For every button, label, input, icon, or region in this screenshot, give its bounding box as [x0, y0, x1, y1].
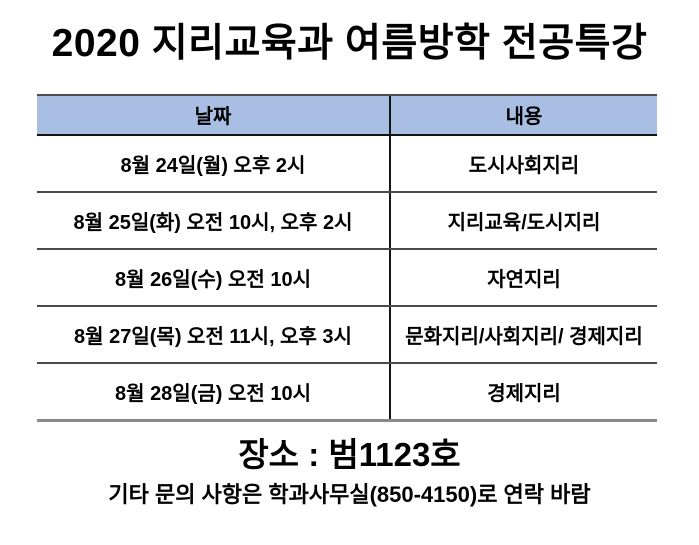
date-cell: 8월 28일(금) 오전 10시 — [37, 362, 390, 422]
table-row: 8월 26일(수) 오전 10시 자연지리 — [37, 248, 657, 307]
page-title: 2020 지리교육과 여름방학 전공특강 — [51, 22, 648, 65]
content-cell: 문화지리/사회지리/ 경제지리 — [389, 305, 657, 364]
table-header-row: 날짜 내용 — [37, 93, 657, 136]
table-row: 8월 27일(목) 오전 11시, 오후 3시 문화지리/사회지리/ 경제지리 — [37, 305, 657, 364]
schedule-table: 날짜 내용 8월 24일(월) 오후 2시 도시사회지리 8월 25일(화) 오… — [37, 93, 657, 422]
table-row: 8월 28일(금) 오전 10시 경제지리 — [37, 362, 657, 422]
table-row: 8월 24일(월) 오후 2시 도시사회지리 — [37, 134, 657, 193]
table-row: 8월 25일(화) 오전 10시, 오후 2시 지리교육/도시지리 — [37, 191, 657, 250]
content-cell: 지리교육/도시지리 — [389, 191, 657, 250]
content-cell: 자연지리 — [389, 248, 657, 307]
content-cell: 도시사회지리 — [389, 134, 657, 193]
date-cell: 8월 26일(수) 오전 10시 — [37, 248, 390, 307]
date-cell: 8월 24일(월) 오후 2시 — [37, 134, 390, 193]
content-cell: 경제지리 — [389, 362, 657, 422]
location-text: 장소 : 범1123호 — [238, 435, 461, 473]
column-header-date: 날짜 — [37, 93, 390, 136]
date-cell: 8월 25일(화) 오전 10시, 오후 2시 — [37, 191, 390, 250]
date-cell: 8월 27일(목) 오전 11시, 오후 3시 — [37, 305, 390, 364]
column-header-content: 내용 — [389, 93, 657, 136]
contact-text: 기타 문의 사항은 학과사무실(850-4150)로 연락 바람 — [108, 482, 591, 508]
